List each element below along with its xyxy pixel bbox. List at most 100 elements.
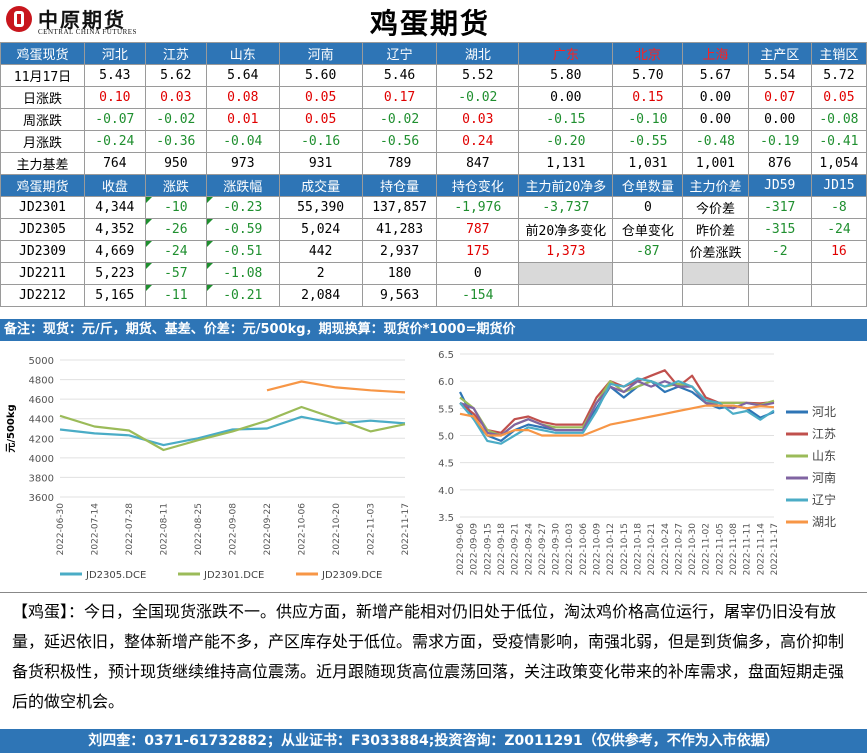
- futures-header-cell: 涨跌幅: [206, 174, 280, 197]
- y-tick-label: 3600: [29, 493, 54, 504]
- x-tick-label: 2022-11-03: [367, 503, 377, 555]
- y-tick-label: 4200: [29, 434, 54, 445]
- spot-cell: 0.15: [612, 86, 684, 109]
- legend-label: JD2309.DCE: [321, 570, 382, 581]
- spot-cell: 5.43: [84, 64, 146, 87]
- x-tick-label: 2022-11-02: [702, 523, 712, 575]
- close-price: 5,223: [84, 262, 146, 285]
- spot-cell: -0.10: [612, 108, 684, 131]
- spot-cell: 5.62: [144, 64, 208, 87]
- spot-cell: 5.46: [361, 64, 438, 87]
- spot-cell: 5.70: [612, 64, 684, 87]
- header-bar: 中原期货 CENTRAL CHINA FUTURES 鸡蛋期货: [0, 0, 867, 43]
- futures-header-cell: 涨跌: [144, 174, 208, 197]
- x-tick-label: 2022-08-11: [160, 503, 170, 555]
- price-change: -57: [144, 262, 208, 285]
- contract-code: JD2211: [0, 262, 86, 285]
- close-price: 5,165: [84, 284, 146, 307]
- spot-cell: 931: [278, 152, 363, 175]
- spot-row-label: 周涨跌: [0, 108, 86, 131]
- spot-cell: -0.02: [361, 108, 438, 131]
- y-tick-label: 5000: [29, 356, 54, 367]
- open-interest: 2,937: [361, 240, 438, 263]
- spot-row-label: 11月17日: [0, 64, 86, 87]
- spot-header-cell: 主销区: [810, 42, 867, 65]
- spot-cell: -0.19: [747, 130, 812, 153]
- series-line-5: [459, 404, 775, 437]
- price-change-pct: -0.59: [206, 218, 280, 241]
- x-tick-label: 2022-10-20: [332, 503, 342, 556]
- spot-cell: -0.16: [278, 130, 363, 153]
- futures-header-row: 鸡蛋期货 收盘 涨跌 涨跌幅 成交量 持仓量 持仓变化 主力前20净多 仓单数量 主力价差 JD59…: [0, 174, 867, 197]
- spot-cell: -0.24: [84, 130, 146, 153]
- logo-mark-icon: [6, 6, 32, 32]
- futures-price-chart: 3600 3800 4000 4200 4400 4600 4800 5000 2022-06-…: [0, 342, 424, 592]
- legend-label: 河南: [812, 470, 836, 485]
- jd59-spread: -317: [747, 196, 812, 219]
- spot-cell: 0.00: [747, 108, 812, 131]
- spot-price-chart: 3.5 4.0 4.5 5.0 5.5 6.0 6.5 2022-09-06 2022-09-0…: [424, 342, 867, 592]
- spot-row-label: 月涨跌: [0, 130, 86, 153]
- logo-cn: 中原期货: [38, 8, 126, 32]
- spot-cell: 5.64: [206, 64, 280, 87]
- company-logo: 中原期货 CENTRAL CHINA FUTURES: [6, 4, 156, 38]
- spot-cell: 0.17: [361, 86, 438, 109]
- legend-label: 湖北: [812, 514, 836, 529]
- spot-cell: 0.24: [436, 130, 520, 153]
- unit-note: 备注：现货：元/斤，期货、基差、价差：元/500kg，期现换算：现货价*1000…: [0, 319, 867, 341]
- spot-cell: 876: [747, 152, 812, 175]
- spot-cell: 5.67: [682, 64, 749, 87]
- x-tick-label: 2022-11-05: [715, 523, 725, 575]
- empty-cell: [682, 284, 749, 307]
- market-commentary: 【鸡蛋】：今日，全国现货涨跌不一。供应方面，新增产能相对仍旧处于低位，淘汰鸡价格…: [0, 592, 867, 729]
- y-tick-label: 4600: [29, 395, 54, 406]
- spot-cell: -0.20: [518, 130, 614, 153]
- spot-cell: -0.08: [810, 108, 867, 131]
- open-interest: 180: [361, 262, 438, 285]
- x-tick-label: 2022-11-11: [743, 523, 753, 575]
- legend-label: JD2301.DCE: [203, 570, 264, 581]
- logo-en: CENTRAL CHINA FUTURES: [38, 28, 137, 36]
- net-long-change-label: 前20净多变化: [518, 218, 614, 241]
- y-tick-label: 6.5: [438, 350, 454, 361]
- spot-cell: 1,001: [682, 152, 749, 175]
- spot-header-cell: 山东: [206, 42, 280, 65]
- y-tick-label: 3.5: [438, 513, 454, 524]
- futures-row: JD2305 4,352 -26 -0.59 5,024 41,283 787 前20净多变化…: [0, 218, 867, 241]
- x-tick-label: 2022-10-30: [688, 523, 698, 576]
- x-tick-label: 2022-10-21: [647, 523, 657, 575]
- open-interest-change: 175: [436, 240, 520, 263]
- spot-cell: 0.07: [747, 86, 812, 109]
- spot-cell: 5.52: [436, 64, 520, 87]
- warrant-count: 0: [612, 196, 684, 219]
- spot-cell: -0.02: [436, 86, 520, 109]
- empty-cell: [747, 284, 812, 307]
- open-interest-change: 787: [436, 218, 520, 241]
- warrant-change-label: 仓单变化: [612, 218, 684, 241]
- y-tick-label: 6.0: [438, 377, 454, 388]
- legend-label: 山东: [812, 449, 836, 463]
- y-tick-label: 4.5: [438, 459, 454, 470]
- spot-cell: 0.08: [206, 86, 280, 109]
- spot-header-cell: 主产区: [747, 42, 812, 65]
- spot-cell: 0.00: [682, 108, 749, 131]
- spot-cell: 5.54: [747, 64, 812, 87]
- empty-cell: [518, 262, 614, 285]
- spot-header-cell: 北京: [612, 42, 684, 65]
- volume: 2: [278, 262, 363, 285]
- price-change: -24: [144, 240, 208, 263]
- futures-header-cell: 持仓变化: [436, 174, 520, 197]
- x-tick-label: 2022-09-09: [470, 523, 480, 576]
- futures-header-cell: 持仓量: [361, 174, 438, 197]
- spot-cell: -0.36: [144, 130, 208, 153]
- futures-price-chart-svg: 3600 3800 4000 4200 4400 4600 4800 5000 2022-06-…: [5, 356, 411, 581]
- futures-row: JD2301 4,344 -10 -0.23 55,390 137,857 -1,976 -3…: [0, 196, 867, 219]
- price-change-pct: -0.23: [206, 196, 280, 219]
- y-tick-label: 4.0: [438, 486, 454, 497]
- spread-label: 价差涨跌: [682, 240, 749, 263]
- x-tick-label: 2022-09-18: [497, 523, 507, 576]
- spot-cell: 847: [436, 152, 520, 175]
- x-tick-label: 2022-10-12: [606, 523, 616, 575]
- x-tick-label: 2022-09-21: [511, 523, 521, 575]
- futures-header-cell: JD15: [810, 174, 867, 197]
